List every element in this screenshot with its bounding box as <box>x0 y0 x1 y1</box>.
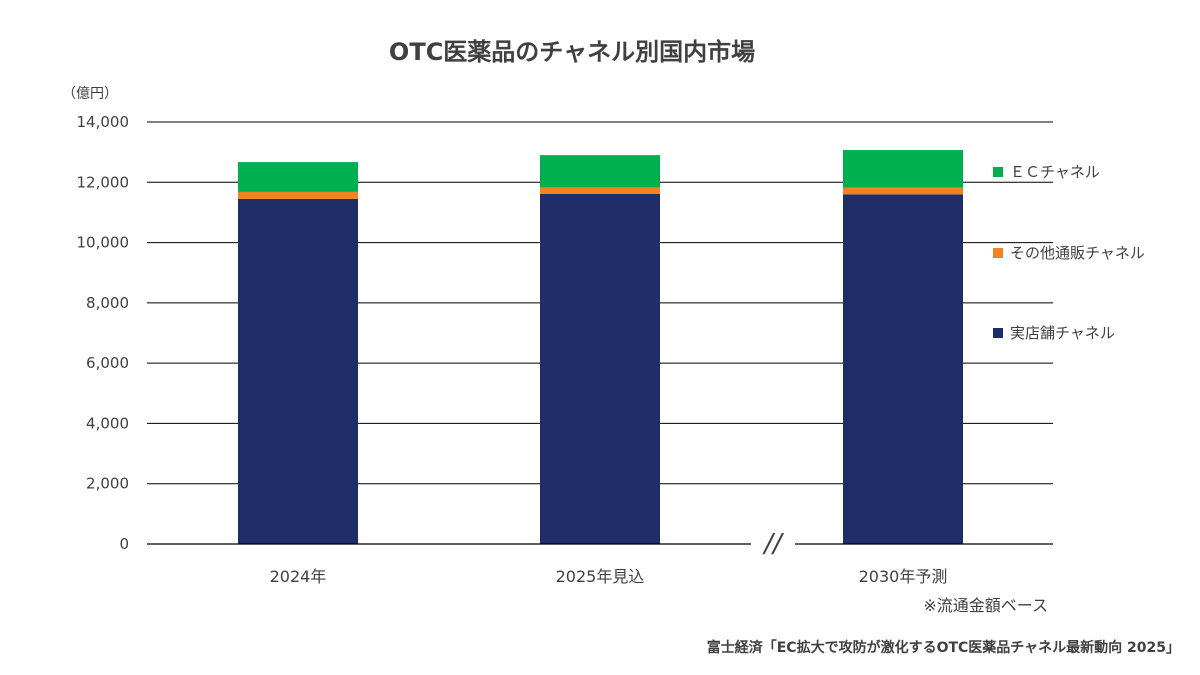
x-tick-label: 2030年予測 <box>859 567 948 586</box>
legend-swatch <box>993 167 1003 177</box>
legend-label: ＥＣチャネル <box>1010 163 1100 181</box>
bar-segment <box>843 150 963 188</box>
bar-segment <box>540 193 660 545</box>
y-tick-label: 12,000 <box>77 173 130 191</box>
y-axis-ticks: 0 2,000 4,000 6,000 8,000 10,000 12,000 14,000 <box>77 113 130 553</box>
legend-label: その他通販チャネル <box>1010 244 1145 262</box>
legend-label: 実店舗チャネル <box>1010 324 1115 342</box>
y-tick-label: 4,000 <box>86 414 129 432</box>
y-tick-label: 8,000 <box>86 294 129 312</box>
x-tick-label: 2024年 <box>270 567 327 586</box>
x-axis: // <box>147 529 1053 559</box>
bar-segment <box>238 191 358 199</box>
axis-break-mark: // <box>762 529 785 559</box>
legend-swatch <box>993 328 1003 338</box>
chart-title: OTC医薬品のチャネル別国内市場 <box>389 38 755 66</box>
y-tick-label: 6,000 <box>86 354 129 372</box>
bar-segment <box>843 194 963 545</box>
bar-segment <box>540 155 660 188</box>
bar-segment <box>843 187 963 195</box>
y-tick-label: 14,000 <box>77 113 130 131</box>
y-tick-label: 10,000 <box>77 234 130 252</box>
legend-swatch <box>993 248 1003 258</box>
y-axis-unit-label: （億円） <box>62 86 118 102</box>
y-tick-label: 2,000 <box>86 475 129 493</box>
y-tick-label: 0 <box>119 535 129 553</box>
bars <box>238 150 963 545</box>
bar-segment <box>540 187 660 194</box>
x-tick-label: 2025年見込 <box>556 567 645 586</box>
bar-segment <box>238 198 358 544</box>
x-axis-labels: 2024年 2025年見込 2030年予測 <box>270 567 948 586</box>
source-credit: 富士経済「EC拡大で攻防が激化するOTC医薬品チャネル最新動向 2025」 <box>707 639 1180 656</box>
footnote: ※流通金額ベース <box>923 596 1048 615</box>
bar-segment <box>238 162 358 192</box>
